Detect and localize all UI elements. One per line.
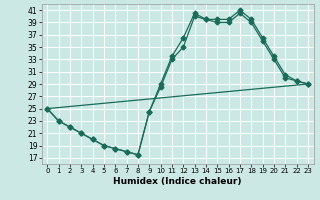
X-axis label: Humidex (Indice chaleur): Humidex (Indice chaleur)	[113, 177, 242, 186]
